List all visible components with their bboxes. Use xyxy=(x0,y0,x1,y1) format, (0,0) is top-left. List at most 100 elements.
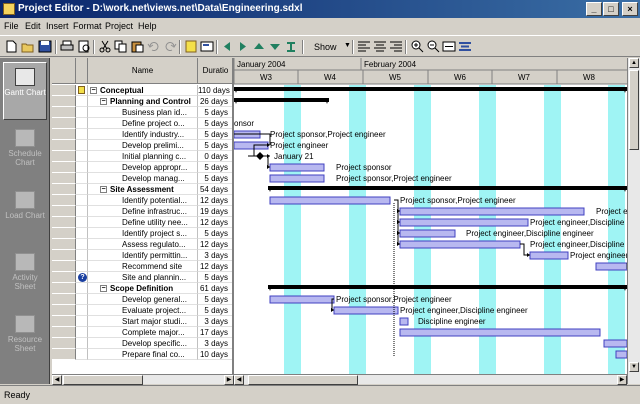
task-name-cell[interactable]: Develop appropr... xyxy=(88,162,198,173)
row-selector[interactable] xyxy=(52,173,76,184)
row-selector[interactable] xyxy=(52,140,76,151)
table-row[interactable]: − Site Assessment 54 days xyxy=(52,184,232,195)
table-row[interactable]: Recommend site 12 days xyxy=(52,261,232,272)
row-selector[interactable] xyxy=(52,85,76,96)
table-row[interactable]: Define utility nee... 12 days xyxy=(52,217,232,228)
task-bar[interactable] xyxy=(399,328,601,337)
zoom-out-icon[interactable] xyxy=(426,40,440,53)
task-duration-cell[interactable]: 5 days xyxy=(198,173,232,184)
grid-select-all-header[interactable] xyxy=(52,58,76,84)
row-selector[interactable] xyxy=(52,250,76,261)
table-row[interactable]: Define infrastruc... 19 days xyxy=(52,206,232,217)
task-duration-cell[interactable]: 19 days xyxy=(198,206,232,217)
task-bar[interactable] xyxy=(399,317,409,326)
gantt-horizontal-scrollbar[interactable]: ◀ ▶ xyxy=(234,374,627,385)
table-row[interactable]: − Conceptual 110 days xyxy=(52,85,232,96)
outdent-left-icon[interactable] xyxy=(220,40,234,53)
show-dropdown-caret-icon[interactable]: ▼ xyxy=(344,42,351,49)
align-center-icon[interactable] xyxy=(373,40,387,53)
sidebar-activity-sheet[interactable]: Activity Sheet xyxy=(3,248,47,306)
task-duration-cell[interactable]: 26 days xyxy=(198,96,232,107)
task-name-cell[interactable]: − Site Assessment xyxy=(88,184,198,195)
task-duration-cell[interactable]: 3 days xyxy=(198,250,232,261)
link-tasks-icon[interactable] xyxy=(284,40,298,53)
table-row[interactable]: Complete major... 17 days xyxy=(52,327,232,338)
table-row[interactable]: Start major studi... 3 days xyxy=(52,316,232,327)
task-name-cell[interactable]: Recommend site xyxy=(88,261,198,272)
task-name-cell[interactable]: Identify permittin... xyxy=(88,250,198,261)
menu-edit[interactable]: Edit xyxy=(25,21,41,31)
task-name-cell[interactable]: − Scope Definition xyxy=(88,283,198,294)
summary-bar[interactable] xyxy=(268,285,627,289)
copy-icon[interactable] xyxy=(114,40,128,53)
zoom-in-icon[interactable] xyxy=(410,40,424,53)
table-row[interactable]: Develop appropr... 5 days xyxy=(52,162,232,173)
task-name-cell[interactable]: Business plan id... xyxy=(88,107,198,118)
task-duration-cell[interactable]: 5 days xyxy=(198,305,232,316)
task-name-cell[interactable]: Define infrastruc... xyxy=(88,206,198,217)
task-bar[interactable] xyxy=(399,218,529,227)
task-duration-cell[interactable]: 5 days xyxy=(198,228,232,239)
sidebar-load-chart[interactable]: Load Chart xyxy=(3,186,47,244)
align-right-icon[interactable] xyxy=(389,40,403,53)
task-bar[interactable] xyxy=(269,196,391,205)
table-row[interactable]: Business plan id... 5 days xyxy=(52,107,232,118)
task-duration-cell[interactable]: 61 days xyxy=(198,283,232,294)
table-row[interactable]: Evaluate project... 5 days xyxy=(52,305,232,316)
note-icon[interactable] xyxy=(184,40,198,53)
task-name-cell[interactable]: Develop specific... xyxy=(88,338,198,349)
indent-right-icon[interactable] xyxy=(236,40,250,53)
row-selector[interactable] xyxy=(52,184,76,195)
sidebar-resource-sheet[interactable]: Resource Sheet xyxy=(3,310,47,368)
redo-icon[interactable] xyxy=(163,40,177,53)
scroll-left-icon[interactable]: ◀ xyxy=(52,375,62,385)
task-duration-cell[interactable]: 0 days xyxy=(198,151,232,162)
align-left-icon[interactable] xyxy=(357,40,371,53)
task-name-cell[interactable]: Initial planning c... xyxy=(88,151,198,162)
cut-icon[interactable] xyxy=(98,40,112,53)
row-selector[interactable] xyxy=(52,195,76,206)
scroll-right-icon[interactable]: ▶ xyxy=(224,375,234,385)
task-duration-cell[interactable]: 3 days xyxy=(198,338,232,349)
task-name-cell[interactable]: Develop general... xyxy=(88,294,198,305)
sidebar-gantt-chart[interactable]: Gantt Chart xyxy=(3,62,47,120)
grid-info-header[interactable]: i xyxy=(76,58,111,84)
table-row[interactable]: Assess regulato... 12 days xyxy=(52,239,232,250)
grid-duration-header[interactable]: Duratio xyxy=(198,58,232,84)
task-bar[interactable] xyxy=(269,163,325,172)
row-selector[interactable] xyxy=(52,107,76,118)
row-selector[interactable] xyxy=(52,261,76,272)
task-duration-cell[interactable]: 17 days xyxy=(198,327,232,338)
vertical-scrollbar[interactable]: ▲ ▼ xyxy=(627,58,640,384)
row-selector[interactable] xyxy=(52,239,76,250)
row-selector[interactable] xyxy=(52,327,76,338)
task-name-cell[interactable]: Develop prelimi... xyxy=(88,140,198,151)
table-row[interactable]: Define project o... 5 days xyxy=(52,118,232,129)
row-selector[interactable] xyxy=(52,283,76,294)
row-selector[interactable] xyxy=(52,151,76,162)
row-selector[interactable] xyxy=(52,305,76,316)
task-bar[interactable] xyxy=(529,251,569,260)
sidebar-schedule-chart[interactable]: Schedule Chart xyxy=(3,124,47,182)
task-name-cell[interactable]: Define utility nee... xyxy=(88,217,198,228)
task-name-cell[interactable]: Assess regulato... xyxy=(88,239,198,250)
table-row[interactable]: Prepare final co... 10 days xyxy=(52,349,232,360)
info-icon[interactable]: ? xyxy=(78,273,87,282)
row-selector[interactable] xyxy=(52,96,76,107)
table-row[interactable]: − Planning and Control 26 days xyxy=(52,96,232,107)
grid-scroll-thumb[interactable] xyxy=(63,375,143,385)
row-selector[interactable] xyxy=(52,349,76,360)
task-bar[interactable] xyxy=(595,262,627,271)
task-duration-cell[interactable]: 12 days xyxy=(198,195,232,206)
task-duration-cell[interactable]: 3 days xyxy=(198,316,232,327)
task-bar[interactable] xyxy=(269,295,335,304)
task-duration-cell[interactable]: 5 days xyxy=(198,162,232,173)
table-row[interactable]: Identify potential... 12 days xyxy=(52,195,232,206)
show-dropdown[interactable]: Show xyxy=(314,42,337,52)
undo-icon[interactable] xyxy=(147,40,161,53)
task-name-cell[interactable]: Complete major... xyxy=(88,327,198,338)
task-duration-cell[interactable]: 5 days xyxy=(198,294,232,305)
row-selector[interactable] xyxy=(52,206,76,217)
table-row[interactable]: Initial planning c... 0 days xyxy=(52,151,232,162)
task-bar[interactable] xyxy=(603,339,627,348)
